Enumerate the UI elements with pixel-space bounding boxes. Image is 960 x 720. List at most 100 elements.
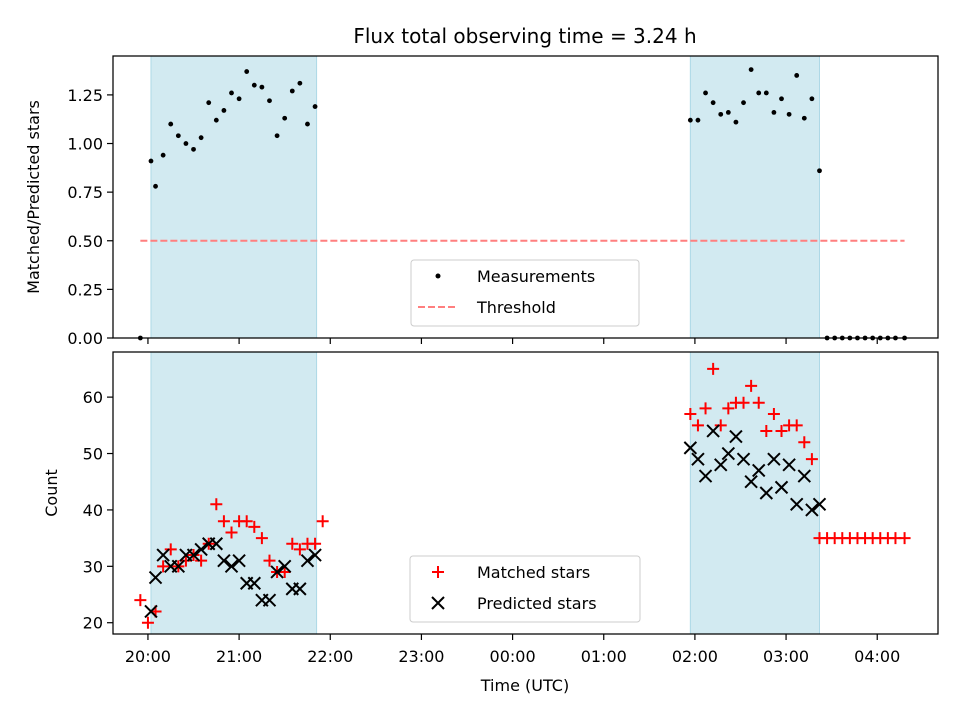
bottom-axes-frame <box>112 351 939 635</box>
measurement-point <box>175 133 181 139</box>
matched-point <box>141 616 154 629</box>
top-legend-box <box>410 259 640 327</box>
measurement-point <box>221 108 227 113</box>
x-tick-label: 20:00 <box>125 647 171 666</box>
legend-threshold-label: Threshold <box>476 298 556 317</box>
measurement-point <box>274 133 280 139</box>
matched-point <box>240 515 253 528</box>
matched-point <box>684 408 697 421</box>
top-shaded-intervals <box>150 55 820 339</box>
measurement-point <box>741 100 746 106</box>
measurement-point <box>817 168 822 174</box>
measurement-point <box>168 121 174 127</box>
matched-point <box>210 498 223 511</box>
predicted-point <box>247 576 262 590</box>
measurement-point <box>213 117 219 123</box>
measurement-point <box>183 141 189 146</box>
bottom-legend-box <box>409 555 641 623</box>
top-y-ticks: 0.00 0.25 0.50 0.75 1.00 1.25 <box>67 86 113 348</box>
legend-measurements-label: Measurements <box>477 267 595 286</box>
measurement-point <box>297 80 303 86</box>
shaded-interval <box>150 351 318 635</box>
matched-point <box>775 424 788 437</box>
measurement-point <box>289 88 295 94</box>
matched-point <box>293 543 306 556</box>
matched-point <box>217 515 230 528</box>
matched-point <box>790 419 803 432</box>
matched-point <box>263 554 276 567</box>
matched-point <box>714 419 727 432</box>
predicted-point <box>744 475 758 489</box>
measurement-point <box>267 98 272 104</box>
matched-point <box>248 520 261 533</box>
predicted-point <box>729 429 743 444</box>
predicted-point <box>144 604 158 619</box>
legend-matched-label: Matched stars <box>477 563 590 582</box>
predicted-point <box>736 452 751 466</box>
measurement-point <box>718 111 724 117</box>
predicted-point <box>186 548 201 562</box>
matched-point <box>767 408 780 421</box>
y-tick-label: 0.75 <box>67 183 103 202</box>
predicted-point <box>232 553 246 568</box>
matched-point <box>760 424 773 437</box>
matched-point <box>316 515 329 528</box>
shaded-interval <box>150 55 318 339</box>
matched-point <box>898 532 911 545</box>
y-tick-label: 1.25 <box>67 86 103 105</box>
matched-point <box>225 526 238 539</box>
shaded-interval <box>689 351 820 635</box>
predicted-point <box>706 424 720 438</box>
predicted-point <box>194 542 208 557</box>
x-tick-label: 03:00 <box>763 647 809 666</box>
predicted-point <box>721 446 736 461</box>
measurement-point <box>695 117 701 123</box>
measurement-point <box>160 152 166 158</box>
x-tick-label: 02:00 <box>672 647 718 666</box>
y-tick-label: 0.50 <box>67 232 103 251</box>
legend-measurements-marker <box>435 273 441 279</box>
matched-point <box>134 594 147 607</box>
predicted-point <box>209 537 224 551</box>
measurement-point <box>687 117 693 123</box>
measurement-point <box>710 100 716 106</box>
measurement-point <box>259 84 265 90</box>
predicted-point <box>277 559 292 574</box>
y-tick-label: 20 <box>83 614 103 633</box>
x-tick-label: 23:00 <box>398 647 444 666</box>
measurement-point <box>801 115 807 121</box>
y-tick-label: 30 <box>83 557 103 576</box>
measurement-point <box>763 90 769 96</box>
predicted-point <box>293 582 307 596</box>
bottom-predicted-points <box>144 424 827 619</box>
predicted-point <box>308 548 322 562</box>
matched-point <box>722 402 735 415</box>
matched-point <box>278 565 291 578</box>
legend-predicted-label: Predicted stars <box>477 594 597 613</box>
top-chart-title: Flux total observing time = 3.24 h <box>353 24 696 48</box>
y-tick-label: 0.25 <box>67 280 103 299</box>
matched-point <box>195 554 208 567</box>
predicted-point <box>805 503 819 517</box>
matched-point <box>699 402 712 415</box>
matched-point <box>164 543 177 556</box>
matched-point <box>286 537 299 550</box>
measurement-point <box>756 90 762 96</box>
predicted-point <box>683 441 698 455</box>
measurement-point <box>733 119 739 125</box>
predicted-point <box>789 497 804 511</box>
x-axis-label: Time (UTC) <box>480 676 569 695</box>
measurement-point <box>153 183 158 189</box>
measurement-point <box>748 67 754 73</box>
predicted-point <box>698 469 713 483</box>
predicted-point <box>714 458 728 472</box>
y-tick-label: 40 <box>83 501 103 520</box>
measurement-point <box>236 96 242 102</box>
measurement-point <box>282 115 288 121</box>
bottom-y-ticks: 20 30 40 50 60 <box>83 388 113 633</box>
predicted-point <box>217 553 231 568</box>
top-x-ticks <box>147 338 878 344</box>
x-tick-label: 00:00 <box>490 647 536 666</box>
matched-point <box>752 396 765 409</box>
